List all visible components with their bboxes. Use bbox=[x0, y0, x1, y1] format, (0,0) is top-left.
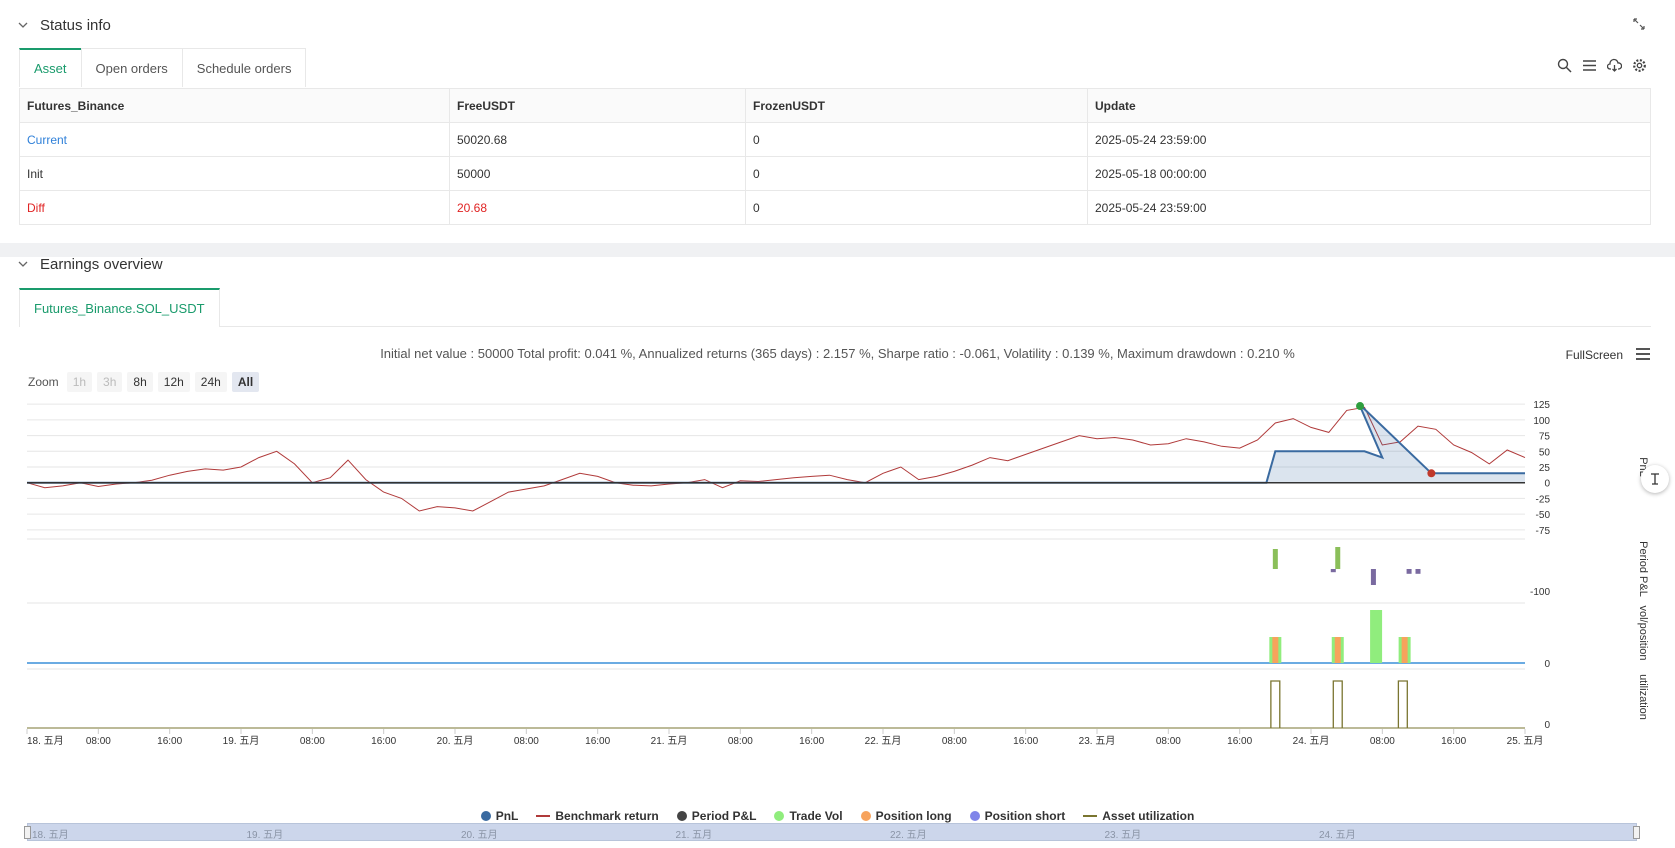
table-cell: 0 bbox=[745, 122, 1088, 157]
table-cell: 50000 bbox=[449, 156, 746, 191]
table-cell: 2025-05-24 23:59:00 bbox=[1087, 122, 1651, 157]
help-icon bbox=[1651, 473, 1659, 485]
table-cell: Diff bbox=[19, 190, 450, 225]
gear-icon[interactable] bbox=[1632, 58, 1647, 73]
table-cell[interactable]: Current bbox=[19, 122, 450, 157]
help-button[interactable] bbox=[1641, 465, 1669, 493]
table-cell: 0 bbox=[745, 156, 1088, 191]
status-tabs: Asset Open orders Schedule orders bbox=[19, 48, 307, 87]
status-info-panel: Status info Asset Open orders Schedule o… bbox=[0, 0, 1675, 243]
tab-open-orders[interactable]: Open orders bbox=[80, 48, 183, 87]
tab-schedule-orders[interactable]: Schedule orders bbox=[181, 48, 307, 87]
search-icon[interactable] bbox=[1557, 58, 1572, 73]
status-info-title: Status info bbox=[40, 16, 111, 34]
table-cell: 2025-05-18 00:00:00 bbox=[1087, 156, 1651, 191]
tab-futures-binance-sol-usdt[interactable]: Futures_Binance.SOL_USDT bbox=[19, 288, 220, 327]
expand-icon[interactable] bbox=[1633, 18, 1645, 30]
asset-table: Futures_Binance FreeUSDT FrozenUSDT Upda… bbox=[19, 88, 1651, 225]
chevron-down-icon[interactable] bbox=[18, 259, 28, 269]
column-header[interactable]: FrozenUSDT bbox=[745, 88, 1088, 123]
earnings-overview-title: Earnings overview bbox=[40, 255, 163, 273]
earnings-overview-panel bbox=[0, 257, 1675, 848]
list-icon[interactable] bbox=[1582, 58, 1597, 73]
earnings-overview-header[interactable]: Earnings overview bbox=[18, 249, 163, 279]
table-cell: 2025-05-24 23:59:00 bbox=[1087, 190, 1651, 225]
column-header[interactable]: FreeUSDT bbox=[449, 88, 746, 123]
cloud-download-icon[interactable] bbox=[1607, 58, 1622, 73]
earnings-tabs: Futures_Binance.SOL_USDT bbox=[19, 288, 1651, 327]
column-header[interactable]: Futures_Binance bbox=[19, 88, 450, 123]
table-row: Current 50020.68 0 2025-05-24 23:59:00 bbox=[19, 122, 1651, 157]
table-row: Init 50000 0 2025-05-18 00:00:00 bbox=[19, 156, 1651, 191]
status-info-header[interactable]: Status info bbox=[18, 10, 111, 40]
column-header[interactable]: Update bbox=[1087, 88, 1651, 123]
tab-asset[interactable]: Asset bbox=[19, 48, 82, 87]
table-cell: 0 bbox=[745, 190, 1088, 225]
table-cell: 50020.68 bbox=[449, 122, 746, 157]
table-row: Diff 20.68 0 2025-05-24 23:59:00 bbox=[19, 190, 1651, 225]
table-cell: Init bbox=[19, 156, 450, 191]
chevron-down-icon[interactable] bbox=[18, 20, 28, 30]
table-toolbar bbox=[1557, 58, 1647, 73]
table-cell: 20.68 bbox=[449, 190, 746, 225]
table-header-row: Futures_Binance FreeUSDT FrozenUSDT Upda… bbox=[19, 88, 1651, 123]
